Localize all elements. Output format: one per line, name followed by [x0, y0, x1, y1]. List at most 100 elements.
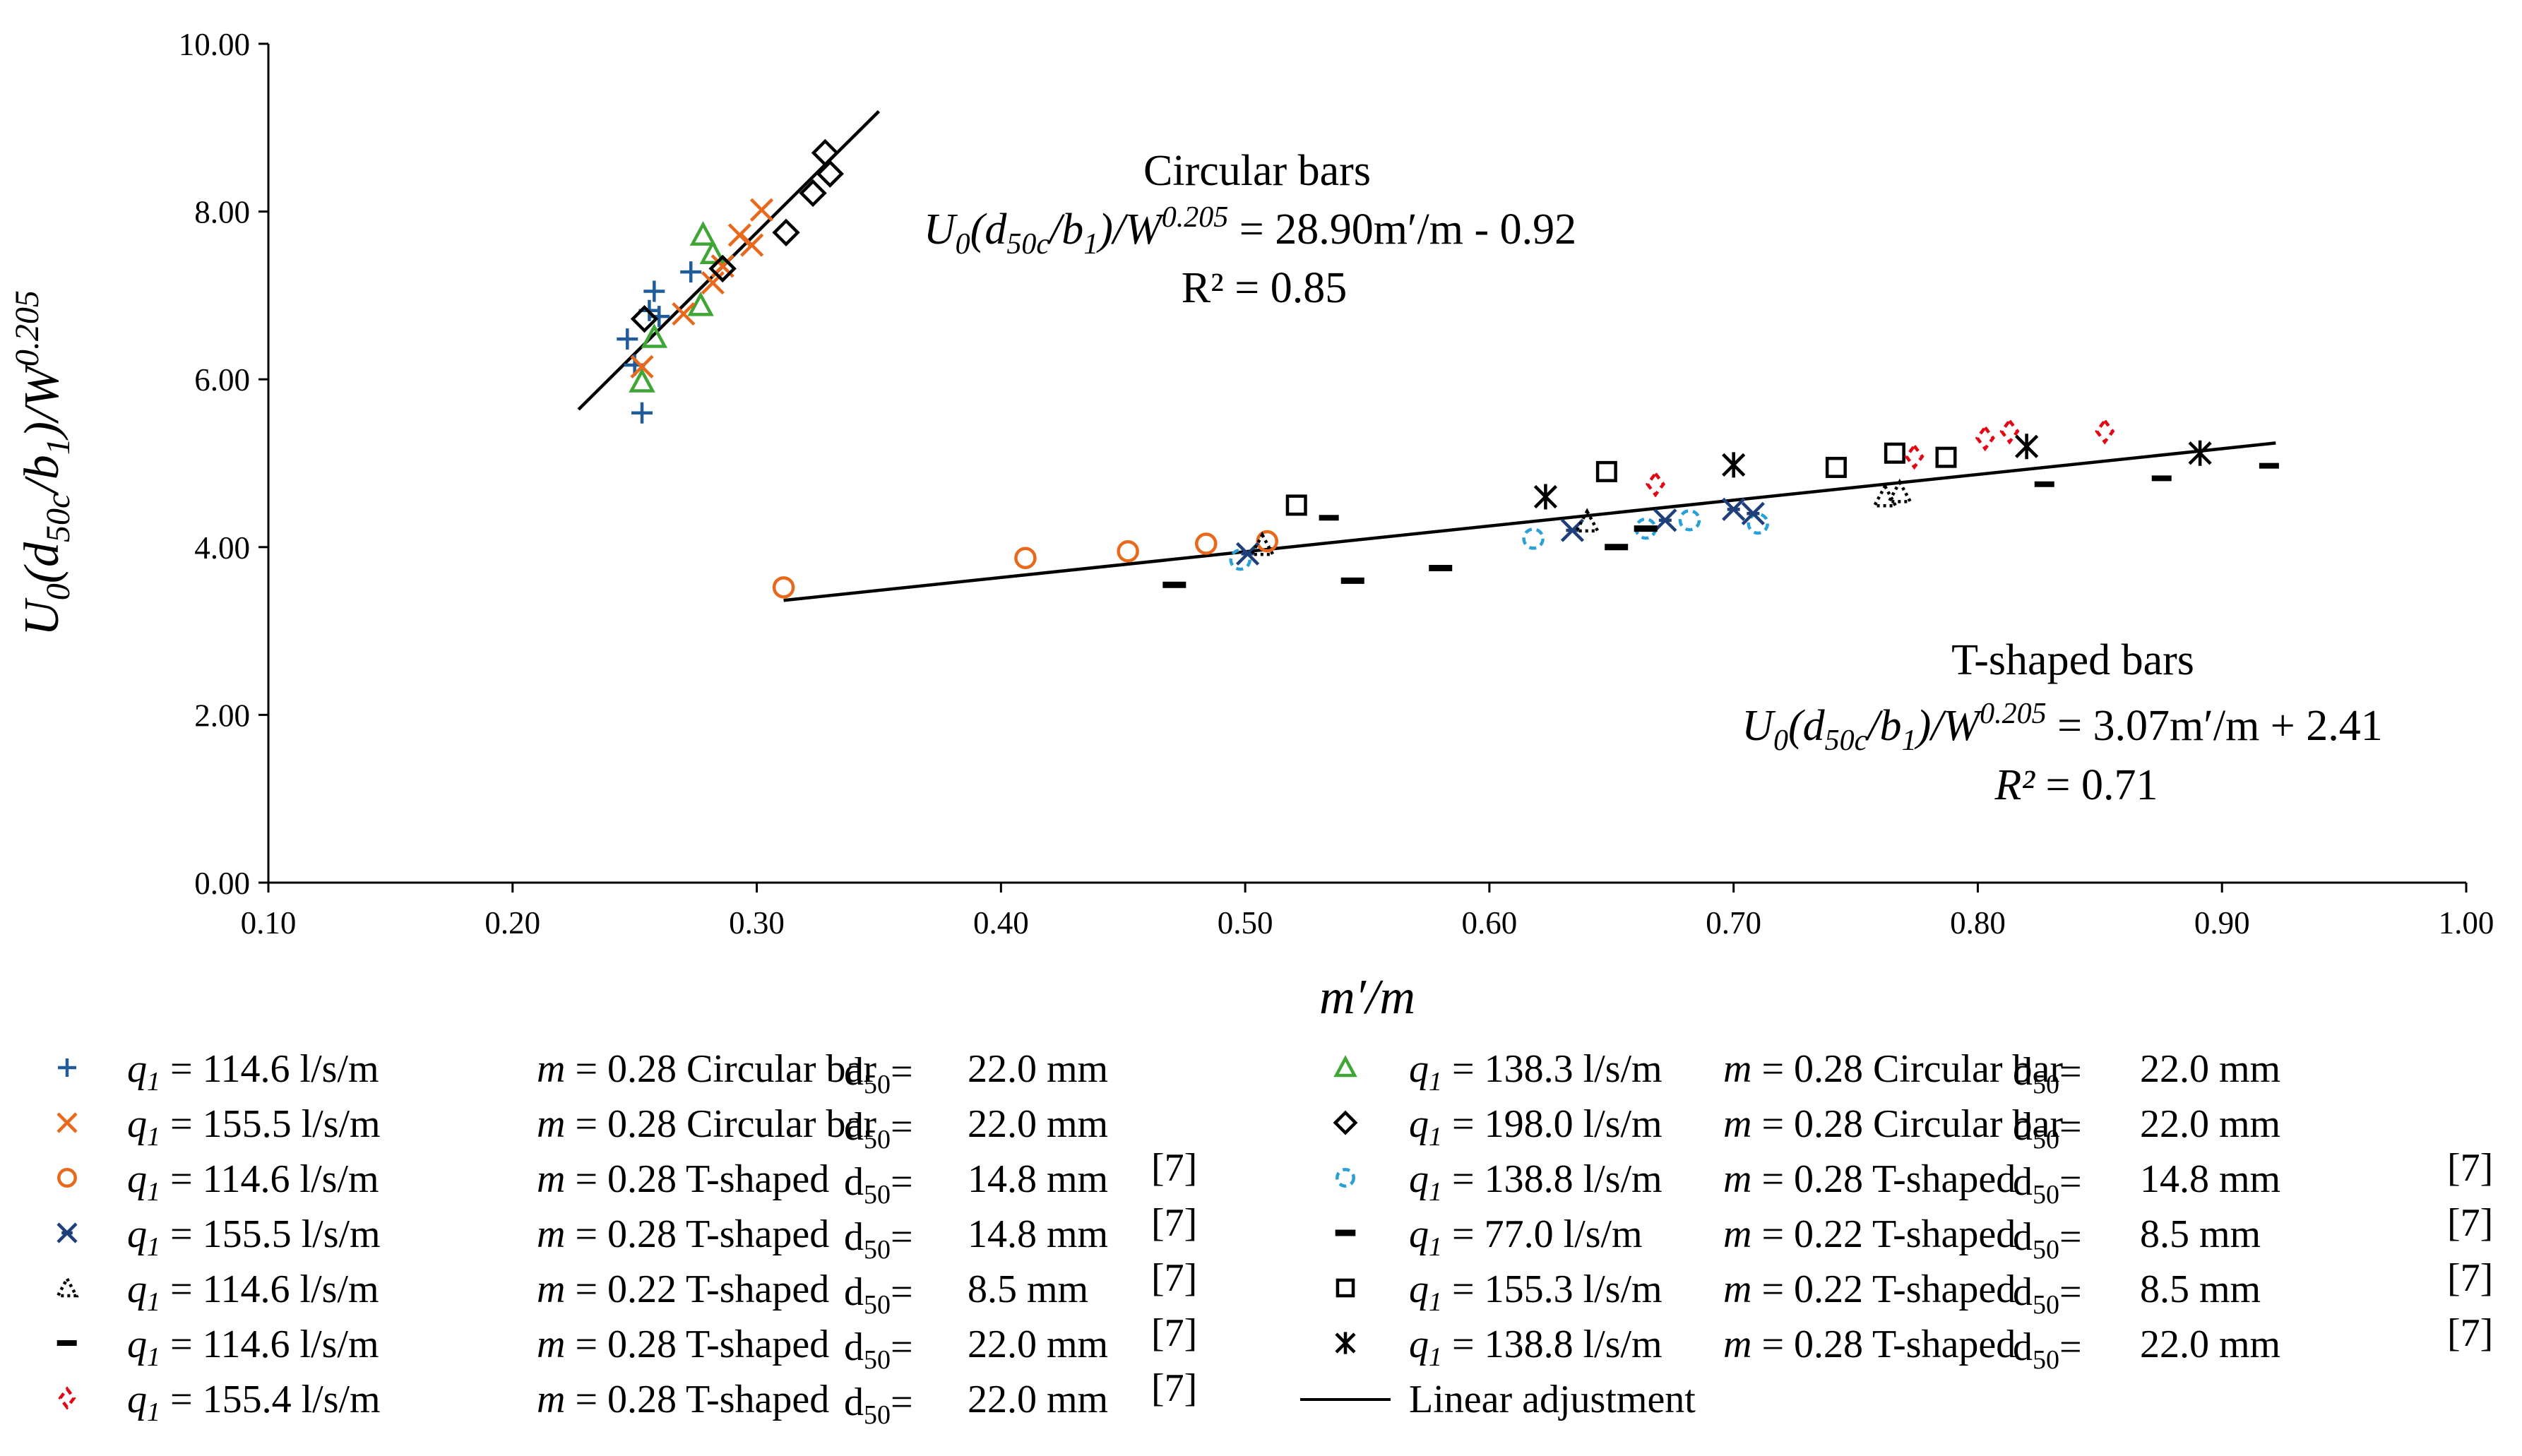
legend-m-label: m = 0.22 T-shaped — [537, 1267, 829, 1311]
marker-triangle — [689, 221, 717, 246]
marker-triangle — [641, 323, 668, 348]
marker-x — [630, 354, 654, 378]
data-points — [617, 138, 2283, 599]
marker-square — [1336, 1278, 1355, 1298]
legend-m-label: m = 0.28 T-shaped — [537, 1212, 829, 1256]
legend-item: q1 = 114.6 l/s/m m = 0.28 T-shaped d50= 14.… — [57, 1146, 1197, 1210]
marker-dashed-circle — [1229, 548, 1251, 571]
marker-red-diamond — [1999, 418, 2020, 445]
axis-labels: m′/m U0(d50c/b1)/W0.205 — [8, 290, 1415, 1025]
axes: 0.10 0.20 0.30 0.40 0.50 0.60 0.70 0.80 0.90 1.00… — [179, 27, 2494, 941]
legend-label: q1 = 198.0 l/s/m — [1409, 1102, 1663, 1152]
marker-dotted-triangle — [1574, 508, 1600, 533]
legend-m-label: m = 0.28 Circular bar — [1723, 1047, 2063, 1091]
marker-dashed-circle — [1336, 1168, 1355, 1188]
y-tick-label: 10.00 — [179, 27, 250, 62]
legend-d50-value: 22.0 mm — [968, 1323, 1108, 1366]
legend-reference: [7] — [1151, 1366, 1197, 1410]
marker-star-x — [1653, 508, 1677, 532]
marker-dashed-circle — [1522, 527, 1545, 550]
legend-reference: [7] — [2447, 1146, 2493, 1190]
legend: q1 = 114.6 l/s/m m = 0.28 Circular bard50… — [55, 1047, 2493, 1430]
marker-square — [1595, 460, 1617, 482]
legend-m-label: m = 0.28 Circular bar — [537, 1102, 876, 1146]
marker-plus — [58, 1058, 76, 1077]
y-tick-label: 8.00 — [194, 195, 250, 230]
legend-reference: [7] — [2447, 1311, 2493, 1355]
x-tick-label: 0.90 — [2194, 905, 2250, 941]
legend-label: q1 = 114.6 l/s/m — [127, 1047, 379, 1097]
legend-label: q1 = 114.6 l/s/m — [127, 1323, 379, 1372]
series — [1235, 497, 1765, 566]
tshaped-bars-label: T-shaped bars — [1951, 636, 2194, 684]
legend-d50-value: 22.0 mm — [968, 1102, 1108, 1146]
legend-d50-label: d50= — [2013, 1325, 2082, 1375]
legend-reference: [7] — [2447, 1256, 2493, 1300]
marker-star-x — [1741, 501, 1765, 525]
marker-x — [749, 198, 774, 222]
marker-asterisk — [1722, 452, 1746, 478]
legend-d50-value: 22.0 mm — [968, 1378, 1108, 1421]
marker-circle — [1195, 532, 1218, 555]
marker-diamond — [630, 304, 659, 333]
marker-square — [1825, 456, 1847, 478]
y-tick-label: 0.00 — [194, 866, 250, 901]
series — [630, 138, 844, 333]
trendline — [783, 441, 2276, 602]
legend-d50-value: 8.5 mm — [2140, 1267, 2261, 1311]
regression-equation: U0(d50c/b1)/W0.205 = 28.90m′/m - 0.92 — [924, 201, 1576, 261]
x-tick-label: 0.50 — [1218, 905, 1273, 941]
legend-item: q1 = 114.6 l/s/m m = 0.28 T-shaped d50= 22.… — [56, 1311, 1197, 1375]
marker-diamond — [816, 160, 844, 188]
legend-d50-label: d50= — [844, 1270, 913, 1320]
legend-d50-value: 8.5 mm — [968, 1267, 1088, 1311]
marker-x — [672, 302, 696, 326]
marker-plus — [631, 402, 653, 424]
x-tick-label: 1.00 — [2439, 905, 2494, 941]
marker-square — [1935, 446, 1957, 468]
legend-d50-value: 22.0 mm — [2140, 1047, 2280, 1091]
legend-line-label: Linear adjustment — [1409, 1378, 1696, 1421]
series — [617, 261, 702, 424]
marker-x — [56, 1112, 78, 1133]
legend-d50-label: d50= — [844, 1325, 913, 1375]
marker-square — [1285, 494, 1307, 516]
legend-item: q1 = 198.0 l/s/m m = 0.28 Circular bard50… — [1333, 1102, 2280, 1154]
legend-d50-label: d50= — [844, 1105, 913, 1154]
legend-d50-value: 14.8 mm — [968, 1212, 1108, 1256]
x-tick-label: 0.30 — [729, 905, 785, 941]
legend-m-label: m = 0.28 T-shaped — [1723, 1323, 2016, 1366]
y-tick-label: 2.00 — [194, 698, 250, 733]
marker-triangle — [629, 368, 655, 393]
y-tick-label: 6.00 — [194, 362, 250, 398]
legend-label: q1 = 138.8 l/s/m — [1409, 1323, 1663, 1372]
marker-diamond — [772, 218, 800, 246]
legend-d50-value: 22.0 mm — [968, 1047, 1108, 1091]
marker-asterisk — [2188, 440, 2212, 466]
marker-triangle — [699, 239, 727, 264]
x-axis-title: m′/m — [1319, 970, 1415, 1025]
legend-label: q1 = 155.5 l/s/m — [127, 1212, 381, 1262]
marker-square — [1884, 442, 1905, 464]
legend-d50-label: d50= — [844, 1380, 913, 1430]
marker-diamond — [708, 254, 737, 283]
series — [1229, 509, 1769, 571]
tshaped-r2: R² = 0.71 — [1994, 761, 2158, 809]
legend-d50-label: d50= — [2013, 1215, 2082, 1265]
legend-item: q1 = 155.4 l/s/m m = 0.28 T-shaped d50= 22.… — [58, 1366, 1197, 1430]
marker-dotted-triangle — [1886, 478, 1913, 503]
legend-m-label: m = 0.28 T-shaped — [537, 1323, 829, 1366]
legend-m-label: m = 0.28 T-shaped — [537, 1157, 829, 1201]
marker-circle — [57, 1168, 77, 1188]
annotations: Circular bars U0(d50c/b1)/W0.205 = 28.90m… — [924, 147, 2383, 809]
legend-d50-label: d50= — [2013, 1270, 2082, 1320]
marker-x — [740, 233, 764, 257]
series — [1319, 463, 2283, 521]
marker-red-diamond — [58, 1386, 76, 1410]
legend-reference: [7] — [1151, 1256, 1197, 1300]
x-tick-label: 0.40 — [973, 905, 1029, 941]
x-tick-label: 0.80 — [1950, 905, 2006, 941]
